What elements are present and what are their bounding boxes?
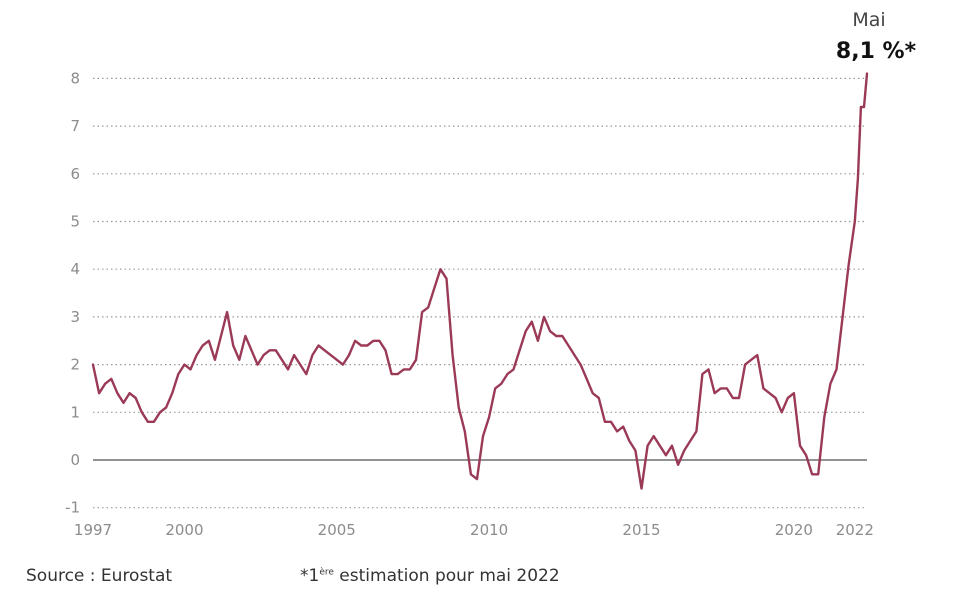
y-tick-label: 1 [70, 403, 80, 421]
note-superscript: ère [319, 567, 334, 578]
x-tick-label: 2015 [622, 521, 660, 539]
annotation-month: Mai [852, 9, 885, 31]
x-tick-label: 2022 [836, 521, 874, 539]
y-tick-label: 4 [70, 260, 80, 278]
grid-lines [93, 77, 867, 509]
inflation-series-line [91, 72, 869, 490]
x-tick-label: 2020 [775, 521, 813, 539]
y-tick-label: 0 [70, 451, 80, 469]
x-tick-labels: 1997 2000 2005 2010 2015 2020 2022 [74, 521, 874, 539]
x-tick-label: 2010 [470, 521, 508, 539]
note-prefix: *1 [300, 566, 320, 586]
y-tick-label: 2 [70, 356, 80, 374]
note-text: estimation pour mai 2022 [333, 566, 560, 586]
x-tick-label: 1997 [74, 521, 112, 539]
y-tick-label: 6 [70, 165, 80, 183]
y-tick-labels: -1 0 1 2 3 4 5 6 7 8 [65, 69, 80, 516]
y-tick-label: -1 [65, 499, 80, 517]
x-tick-label: 2005 [318, 521, 356, 539]
source-label: Source : Eurostat [26, 566, 173, 586]
y-tick-label: 3 [70, 308, 80, 326]
y-tick-label: 8 [70, 69, 80, 87]
annotation-value: 8,1 %* [836, 39, 917, 64]
x-tick-label: 2000 [165, 521, 203, 539]
estimation-note: *1ère estimation pour mai 2022 [300, 566, 560, 586]
y-tick-label: 7 [70, 117, 80, 135]
y-tick-label: 5 [70, 213, 80, 231]
